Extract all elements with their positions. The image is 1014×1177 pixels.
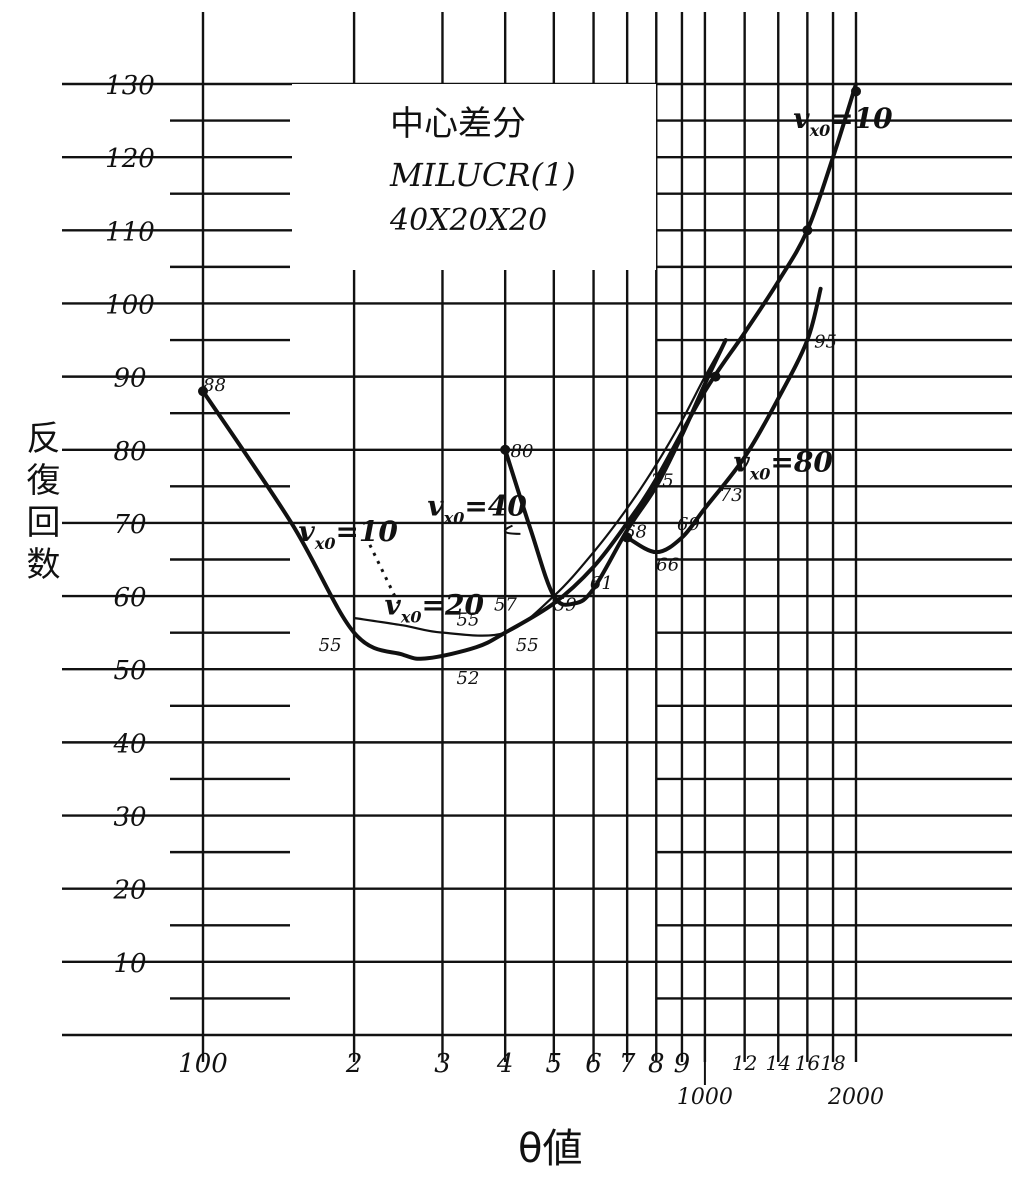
x-tick-label: 16 bbox=[795, 1051, 821, 1075]
series-label: vx0=20 bbox=[385, 588, 485, 626]
y-tick-label: 90 bbox=[113, 364, 146, 394]
series-group bbox=[201, 82, 858, 661]
data-label: 80 bbox=[511, 441, 534, 462]
x-tick-label: 12 bbox=[732, 1051, 757, 1075]
data-label: 55 bbox=[516, 635, 539, 656]
data-label: 57 bbox=[494, 595, 517, 616]
y-tick-label: 120 bbox=[105, 144, 155, 174]
series-label: vx0=10 bbox=[793, 102, 893, 140]
series-line bbox=[625, 286, 823, 555]
x-tick-label: 4 bbox=[496, 1049, 514, 1079]
x-tick-label: 100 bbox=[178, 1049, 228, 1079]
chart-title-line-1: 中心差分 bbox=[390, 104, 526, 144]
chart-title-line-3: 40X20X20 bbox=[389, 203, 547, 238]
y-tick-label: 70 bbox=[113, 510, 146, 540]
series-label: vx0=80 bbox=[733, 446, 833, 484]
title-box: 中心差分 MILUCR(1) 40X20X20 bbox=[292, 84, 656, 270]
data-label: 61 bbox=[590, 573, 613, 594]
series-line bbox=[503, 338, 728, 607]
data-label: 55 bbox=[319, 635, 342, 656]
data-label: 55 bbox=[457, 609, 480, 630]
y-tick-label: 110 bbox=[105, 217, 155, 247]
dotted-guide bbox=[368, 544, 400, 605]
data-point bbox=[802, 225, 813, 236]
data-label: 52 bbox=[457, 668, 480, 689]
x-tick-label: 14 bbox=[766, 1051, 791, 1075]
x-tick-label: 6 bbox=[585, 1049, 602, 1079]
x-tick-label: 3 bbox=[434, 1049, 451, 1079]
y-tick-label: 60 bbox=[113, 583, 146, 613]
x-tick-label: 2 bbox=[345, 1049, 363, 1079]
x-tick-label: 8 bbox=[648, 1049, 665, 1079]
series-label: vx0=10 bbox=[299, 515, 399, 553]
label-group: 885552555755805961687566697395vx0=10vx0=… bbox=[203, 102, 893, 1085]
data-label: 69 bbox=[677, 514, 700, 535]
y-tick-label: 130 bbox=[105, 71, 155, 101]
annotation-arrow bbox=[503, 524, 521, 535]
series-line bbox=[201, 82, 858, 661]
x-tick-label: 5 bbox=[546, 1049, 563, 1079]
data-point bbox=[500, 444, 511, 455]
data-label: 66 bbox=[656, 554, 679, 575]
y-axis-label: 反復回数 bbox=[20, 420, 60, 588]
x-tick-label: 7 bbox=[619, 1049, 636, 1079]
x-tick-label: 2000 bbox=[827, 1085, 884, 1110]
data-point bbox=[710, 371, 721, 382]
series-line bbox=[352, 338, 727, 637]
y-tick-label: 100 bbox=[105, 290, 155, 320]
data-label: 73 bbox=[720, 485, 743, 506]
y-tick-label: 50 bbox=[113, 656, 146, 686]
data-label: 95 bbox=[814, 331, 837, 352]
y-tick-label: 20 bbox=[112, 876, 146, 906]
y-tick-label: 10 bbox=[113, 949, 146, 979]
data-label: 88 bbox=[203, 375, 226, 396]
data-point bbox=[622, 532, 633, 543]
x-tick-label: 18 bbox=[820, 1051, 845, 1075]
x-tick-label: 1000 bbox=[677, 1085, 733, 1110]
series-label: vx0=40 bbox=[427, 490, 527, 528]
y-tick-label: 40 bbox=[112, 729, 146, 759]
x-tick-label: 9 bbox=[674, 1049, 691, 1079]
y-tick-label: 30 bbox=[113, 803, 146, 833]
data-point bbox=[851, 86, 861, 97]
chart-title-line-2: MILUCR(1) bbox=[389, 156, 576, 194]
marker-group bbox=[198, 86, 861, 543]
data-label: 68 bbox=[624, 522, 647, 543]
data-label: 59 bbox=[554, 595, 577, 616]
data-label: 75 bbox=[651, 470, 674, 491]
data-point bbox=[198, 386, 208, 397]
y-tick-label: 80 bbox=[113, 437, 146, 467]
x-axis-label: θ値 bbox=[518, 1126, 582, 1172]
